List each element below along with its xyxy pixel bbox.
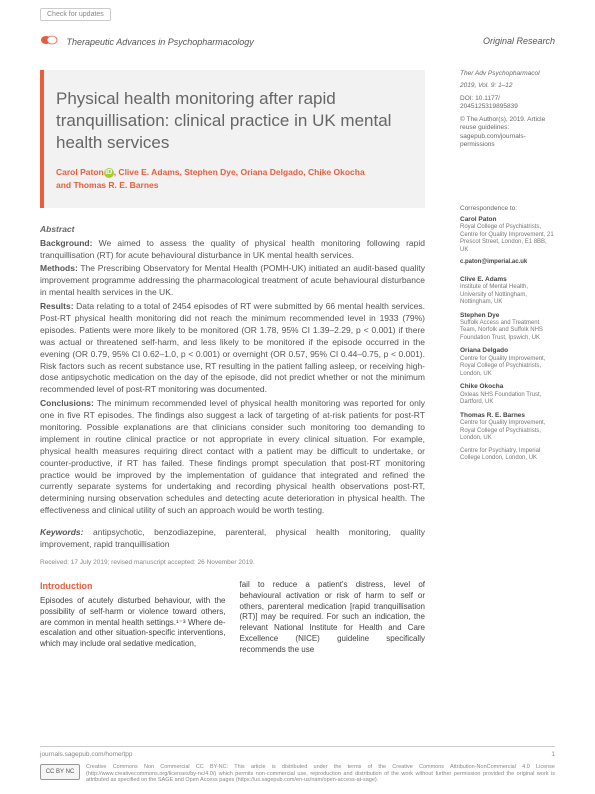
- page-number: 1: [551, 751, 555, 758]
- sidebar: Ther Adv Psychopharmacol 2019, Vol. 9: 1…: [460, 70, 555, 468]
- corr-author-5: Thomas R. E. Barnes: [460, 412, 555, 420]
- header-bar: Therapeutic Advances in Psychopharmacolo…: [40, 35, 555, 47]
- main-content: Physical health monitoring after rapid t…: [40, 70, 425, 656]
- abstract-background: Background: We aimed to assess the quali…: [40, 238, 425, 262]
- accent-bar: [40, 70, 44, 208]
- article-title: Physical health monitoring after rapid t…: [56, 88, 409, 154]
- corr-author-2: Stephen Dye: [460, 312, 555, 320]
- intro-col-left: Introduction Episodes of acutely disturb…: [40, 580, 226, 656]
- year-vol: 2019, Vol. 9: 1–12: [460, 82, 555, 90]
- corr-author-1: Clive E. Adams: [460, 276, 555, 284]
- corr-aff-4: Oxleas NHS Foundation Trust, Dartford, U…: [460, 392, 555, 407]
- title-block: Physical health monitoring after rapid t…: [40, 70, 425, 208]
- corr-aff-2: Suffolk Access and Treatment Team, Norfo…: [460, 320, 555, 343]
- footer-url-row: journals.sagepub.com/home/tpp 1: [40, 746, 555, 758]
- corr-aff-5a: Centre for Quality Improvement, Royal Co…: [460, 420, 555, 443]
- journal-abbrev: Ther Adv Psychopharmacol: [460, 70, 555, 78]
- corr-aff-3: Centre for Quality Improvement, Royal Co…: [460, 356, 555, 379]
- cc-text: Creative Commons Non Commercial CC BY-NC…: [86, 764, 555, 784]
- orcid-icon[interactable]: iD: [104, 168, 114, 178]
- keywords-text: antipsychotic, benzodiazepine, parentera…: [40, 527, 425, 549]
- received-line: Received: 17 July 2019; revised manuscri…: [40, 559, 425, 566]
- introduction-section: Introduction Episodes of acutely disturb…: [40, 580, 425, 656]
- footer: journals.sagepub.com/home/tpp 1 CC BY NC…: [40, 746, 555, 784]
- abstract-block: Abstract Background: We aimed to assess …: [40, 224, 425, 517]
- corr-author-3: Oriana Delgado: [460, 347, 555, 355]
- pill-icon: [40, 35, 58, 45]
- cc-badge-icon: CC BY NC: [40, 764, 80, 780]
- footer-url[interactable]: journals.sagepub.com/home/tpp: [40, 751, 133, 758]
- doi-label: DOI: 10.1177/2045125319895839: [460, 95, 555, 112]
- corr-aff-0: Royal College of Psychiatrists, Centre f…: [460, 224, 555, 254]
- corr-author-4: Chike Okocha: [460, 383, 555, 391]
- abstract-conclusions: Conclusions: The minimum recommended lev…: [40, 398, 425, 517]
- copyright: © The Author(s), 2019. Article reuse gui…: [460, 116, 555, 150]
- keywords-label: Keywords:: [40, 527, 83, 537]
- corr-author-0: Carol Paton: [460, 216, 555, 224]
- authors-list: Carol PatoniD, Clive E. Adams, Stephen D…: [56, 166, 409, 192]
- abstract-results: Results: Data relating to a total of 245…: [40, 301, 425, 396]
- abstract-methods: Methods: The Prescribing Observatory for…: [40, 263, 425, 299]
- corr-aff-1: Institute of Mental Health, University o…: [460, 284, 555, 307]
- keywords-block: Keywords: antipsychotic, benzodiazepine,…: [40, 527, 425, 551]
- corr-email-0[interactable]: c.paton@imperial.ac.uk: [460, 259, 555, 267]
- cc-block: CC BY NC Creative Commons Non Commercial…: [40, 764, 555, 784]
- intro-heading: Introduction: [40, 580, 226, 592]
- correspondence-block: Correspondence to: Carol Paton Royal Col…: [460, 205, 555, 463]
- abstract-heading: Abstract: [40, 224, 425, 236]
- article-type: Original Research: [483, 36, 555, 46]
- intro-col-right: fail to reduce a patient's distress, lev…: [240, 580, 426, 656]
- corr-heading: Correspondence to:: [460, 205, 555, 213]
- corr-aff-5b: Centre for Psychiatry, Imperial College …: [460, 448, 555, 463]
- check-updates-badge[interactable]: Check for updates: [40, 8, 111, 21]
- journal-name: Therapeutic Advances in Psychopharmacolo…: [40, 35, 254, 47]
